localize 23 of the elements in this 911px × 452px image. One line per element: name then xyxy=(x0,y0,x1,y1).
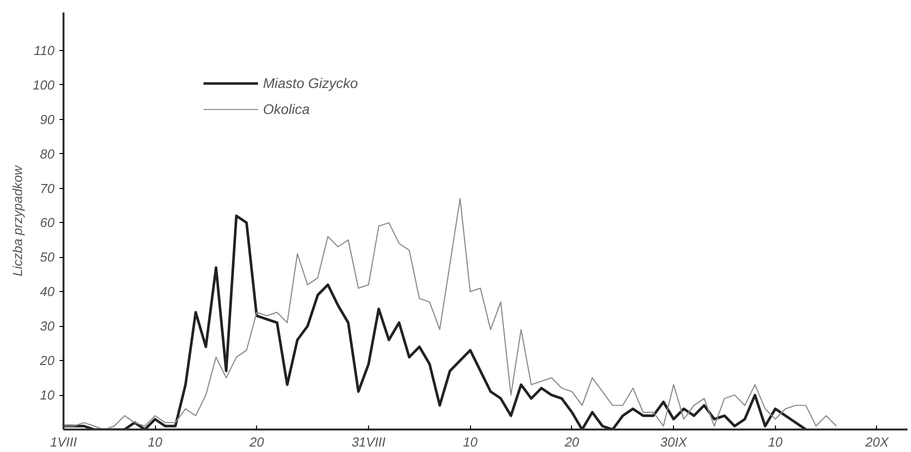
x-tick-label: 1VIII xyxy=(50,434,78,450)
y-tick-label: 60 xyxy=(40,215,56,230)
x-tick-label: 30IX xyxy=(660,434,688,450)
x-tick-label: 20X xyxy=(864,434,890,450)
y-tick-label: 90 xyxy=(40,112,56,127)
y-tick-label: 10 xyxy=(40,388,56,403)
y-tick-label: 110 xyxy=(34,42,56,58)
x-tick-label: 20 xyxy=(248,434,265,450)
y-tick-label: 100 xyxy=(32,77,56,92)
y-tick-label: 20 xyxy=(39,353,56,368)
y-axis-title: Liczba przypadkow xyxy=(10,164,25,276)
x-tick-label: 10 xyxy=(463,434,478,450)
legend-label: Miasto Gizycko xyxy=(263,75,358,91)
x-tick-label: 20 xyxy=(564,434,580,450)
y-tick-label: 50 xyxy=(40,250,56,265)
x-tick-label: 10 xyxy=(768,434,784,450)
x-tick-label: 10 xyxy=(148,434,164,450)
y-tick-label: 30 xyxy=(40,318,56,334)
x-tick-label: 31VIII xyxy=(352,434,386,450)
y-tick-label: 80 xyxy=(40,146,56,162)
y-tick-label: 70 xyxy=(40,180,56,196)
y-tick-label: 40 xyxy=(40,284,56,300)
legend-label: Okolica xyxy=(263,101,310,117)
